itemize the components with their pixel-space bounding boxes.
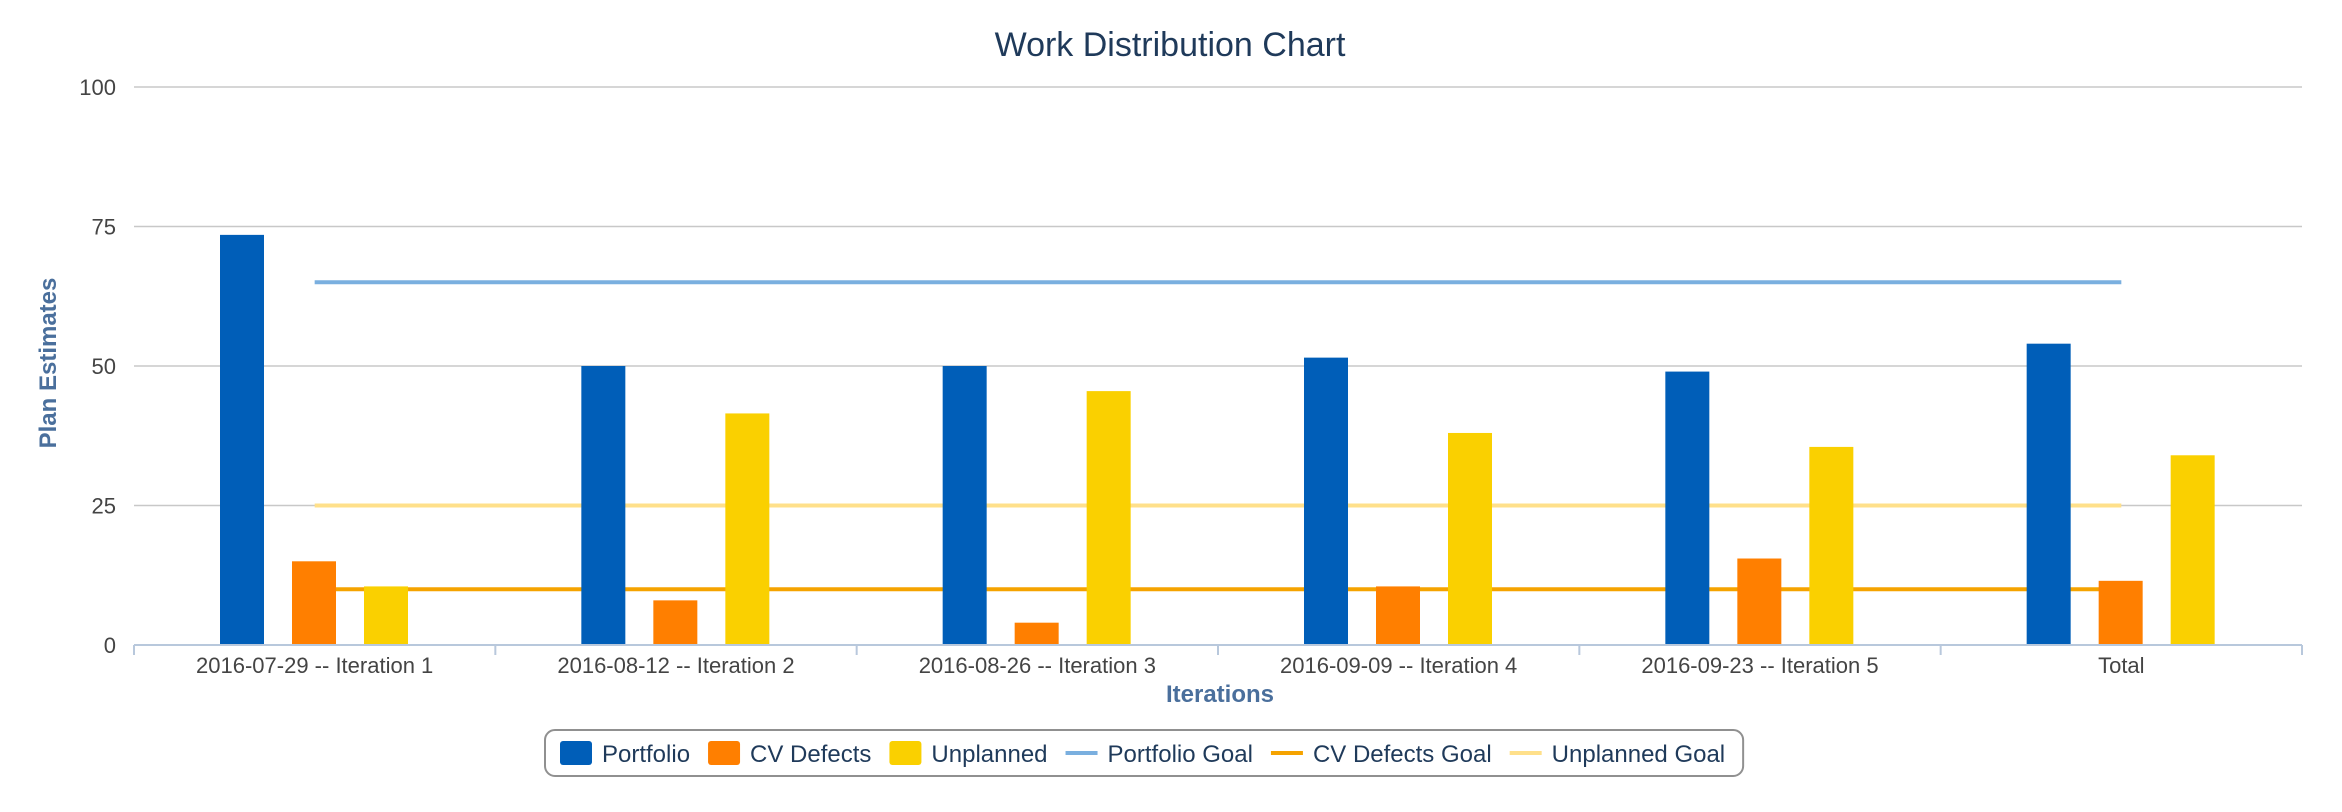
bar-portfolio: [1665, 371, 1710, 645]
bar-unplanned: [725, 413, 770, 645]
y-axis-title: Plan Estimates: [35, 278, 62, 449]
bar-unplanned: [1086, 391, 1131, 645]
x-tick-label: 2016-09-09 -- Iteration 4: [1280, 653, 1517, 678]
bar-unplanned: [364, 586, 408, 645]
legend-swatch-cv-defects[interactable]: [708, 741, 741, 765]
bar-cv-defects: [2098, 580, 2143, 645]
legend-label-portfolio-goal[interactable]: Portfolio Goal: [1108, 741, 1253, 768]
legend-label-unplanned[interactable]: Unplanned: [931, 741, 1047, 768]
legend: Portfolio CV Defects Unplanned Portfolio Go…: [544, 729, 1745, 777]
bar-cv-defects: [1014, 622, 1059, 645]
bar-unplanned: [1809, 446, 1854, 645]
y-tick-label: 75: [92, 215, 116, 240]
x-axis-title: Iterations: [1166, 681, 1274, 708]
x-tick-label: 2016-07-29 -- Iteration 1: [196, 653, 433, 678]
bar-cv-defects: [292, 561, 336, 645]
bar-cv-defects: [1376, 586, 1420, 645]
legend-swatch-unplanned[interactable]: [889, 741, 922, 765]
x-tick-label: Total: [2098, 653, 2144, 678]
bar-unplanned: [1448, 432, 1492, 645]
legend-label-cv-defects[interactable]: CV Defects: [750, 741, 871, 768]
gridlines: [134, 86, 2302, 507]
bar-cv-defects: [653, 600, 698, 645]
legend-label-cv-defects-goal[interactable]: CV Defects Goal: [1313, 741, 1492, 768]
x-tick-label: 2016-08-12 -- Iteration 2: [557, 653, 794, 678]
bar-portfolio: [942, 366, 987, 645]
y-tick-label: 50: [92, 354, 116, 379]
chart-title: Work Distribution Chart: [995, 26, 1346, 64]
y-tick-label: 100: [79, 75, 116, 100]
legend-box: [544, 729, 1745, 777]
legend-swatch-portfolio[interactable]: [560, 741, 592, 765]
bar-portfolio: [1304, 357, 1348, 645]
legend-label-portfolio[interactable]: Portfolio: [602, 741, 690, 768]
bar-cv-defects: [1737, 558, 1782, 645]
x-tick-label: 2016-09-23 -- Iteration 5: [1641, 653, 1878, 678]
bar-portfolio: [220, 234, 264, 645]
bars: [220, 234, 2215, 645]
y-tick-label: 25: [92, 494, 116, 519]
y-tick-label: 0: [104, 633, 116, 658]
bar-portfolio: [2026, 343, 2071, 645]
axes: 0 25 50 75 100 2016-07-29 -- Iteration 1 2016-…: [79, 75, 2303, 678]
legend-label-unplanned-goal[interactable]: Unplanned Goal: [1552, 741, 1725, 768]
x-tick-label: 2016-08-26 -- Iteration 3: [919, 653, 1156, 678]
bar-portfolio: [581, 366, 626, 645]
bar-unplanned: [2170, 455, 2215, 645]
